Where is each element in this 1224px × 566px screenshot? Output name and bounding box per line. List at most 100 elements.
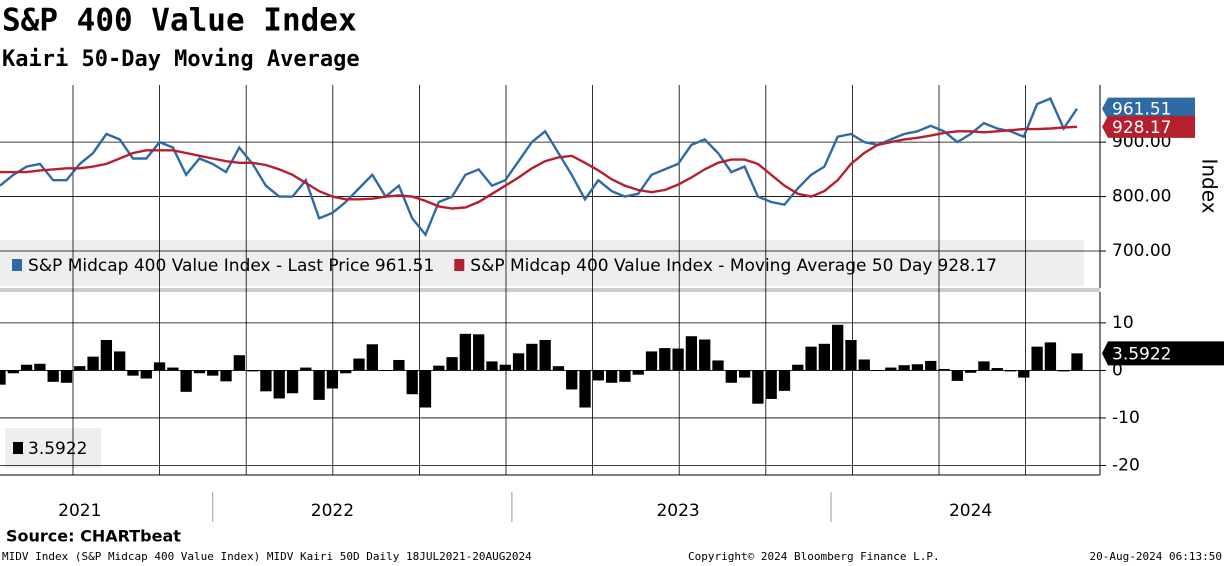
- kairi-bar: [473, 334, 485, 371]
- y-tick-label: 800.00: [1112, 187, 1171, 207]
- kairi-bar: [167, 367, 179, 371]
- kairi-bar: [911, 364, 924, 371]
- x-tick-label: 2024: [949, 501, 992, 521]
- kairi-bar: [566, 370, 578, 390]
- kairi-bar: [1058, 370, 1070, 372]
- kairi-bar: [685, 336, 698, 371]
- kairi-bar: [246, 370, 259, 372]
- value-flag: [1102, 341, 1224, 366]
- kairi-bar: [446, 357, 458, 371]
- kairi-bar: [153, 362, 166, 371]
- kairi-bar: [34, 363, 46, 371]
- kairi-bar: [645, 351, 658, 371]
- kairi-bar: [725, 370, 737, 383]
- footer-right: 20-Aug-2024 06:13:50: [1090, 550, 1222, 563]
- y-tick-label: 700.00: [1112, 241, 1171, 261]
- kairi-bar: [552, 366, 565, 371]
- kairi-bar: [180, 370, 192, 392]
- legend-label: S&P Midcap 400 Value Index - Moving Aver…: [470, 256, 932, 276]
- kairi-bar: [925, 360, 937, 371]
- kairi-bar: [699, 339, 711, 371]
- kairi-bar: [512, 353, 525, 371]
- kairi-bar: [353, 358, 365, 371]
- y-axis-label: Index: [1198, 158, 1222, 213]
- y-tick-label: 0: [1112, 360, 1123, 380]
- kairi-bar: [1031, 346, 1043, 371]
- kairi-bar: [273, 370, 285, 399]
- kairi-bar: [47, 370, 59, 382]
- kairi-bar: [964, 370, 977, 373]
- x-tick-label: 2021: [58, 501, 101, 521]
- kairi-bar: [7, 370, 19, 374]
- kairi-bar: [1071, 353, 1083, 371]
- kairi-bar: [300, 367, 312, 371]
- x-tick-label: 2022: [311, 501, 354, 521]
- legend-swatch: [13, 442, 23, 454]
- source: Source: CHARTbeat: [6, 527, 181, 546]
- kairi-bar: [366, 344, 378, 371]
- kairi-bar: [885, 367, 897, 371]
- kairi-bar: [752, 370, 764, 404]
- legend-value: 928.17: [937, 256, 996, 276]
- legend-value: 961.51: [375, 256, 434, 276]
- kairi-bar: [100, 340, 113, 371]
- kairi-bar: [818, 343, 831, 371]
- kairi-bar: [286, 370, 299, 394]
- y-tick-label: -10: [1112, 408, 1140, 428]
- kairi-bar: [951, 370, 963, 381]
- kairi-bar: [1004, 370, 1017, 372]
- legend-swatch: [12, 259, 22, 271]
- kairi-bar: [619, 370, 631, 382]
- kairi-bar: [419, 370, 432, 408]
- kairi-bar: [898, 365, 910, 371]
- kairi-bar: [433, 365, 445, 371]
- kairi-bar: [832, 324, 844, 371]
- legend-label: S&P Midcap 400 Value Index - Last Price: [28, 256, 370, 276]
- legend-box: [0, 240, 1084, 286]
- kairi-bar: [765, 370, 777, 399]
- kairi-bar: [340, 370, 352, 374]
- footer-left: MIDV Index (S&P Midcap 400 Value Index) …: [2, 550, 532, 563]
- kairi-bar: [87, 356, 99, 371]
- kairi-bar: [712, 360, 724, 371]
- kairi-bar: [74, 366, 86, 371]
- y-tick-label: -20: [1112, 455, 1140, 475]
- kairi-bar: [605, 370, 618, 383]
- kairi-bar: [114, 351, 126, 371]
- kairi-bar: [260, 370, 272, 392]
- kairi-bar: [313, 370, 325, 400]
- kairi-bar: [632, 370, 644, 375]
- legend-swatch: [454, 259, 465, 271]
- kairi-bar: [127, 370, 139, 376]
- panel-separator: [0, 288, 1100, 292]
- value-flag: [1102, 97, 1195, 120]
- kairi-bar: [858, 359, 870, 371]
- kairi-bar: [220, 370, 232, 382]
- value-flag-label: 928.17: [1112, 118, 1171, 138]
- kairi-bar: [778, 370, 791, 391]
- kairi-bar: [326, 370, 339, 389]
- kairi-bar: [459, 333, 472, 371]
- kairi-bar: [871, 370, 884, 371]
- kairi-bar: [579, 370, 591, 408]
- chart-subtitle: Kairi 50-Day Moving Average: [2, 47, 360, 72]
- kairi-bar: [991, 368, 1003, 371]
- legend-value: 3.5922: [28, 439, 87, 459]
- kairi-bar: [379, 370, 392, 371]
- value-flag-label: 961.51: [1112, 100, 1171, 120]
- kairi-bar: [539, 340, 551, 371]
- kairi-bar: [792, 364, 804, 371]
- kairi-bar: [1044, 342, 1057, 371]
- kairi-bar: [499, 364, 511, 371]
- chart-title: S&P 400 Value Index: [2, 3, 357, 39]
- x-tick-label: 2023: [656, 501, 699, 521]
- kairi-bar: [0, 370, 6, 385]
- kairi-bar: [526, 343, 538, 371]
- kairi-bar: [207, 370, 219, 376]
- kairi-bar: [672, 348, 684, 371]
- price-line: [0, 125, 1078, 210]
- kairi-bar: [233, 355, 245, 371]
- footer-center: Copyright© 2024 Bloomberg Finance L.P.: [688, 550, 940, 563]
- kairi-bar: [406, 370, 418, 395]
